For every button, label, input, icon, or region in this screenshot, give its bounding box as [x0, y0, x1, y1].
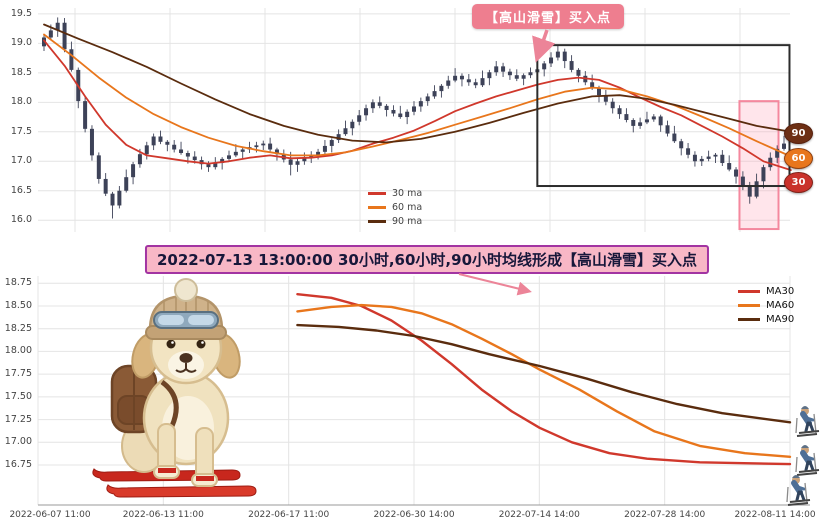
dog-mascot-image: [92, 278, 257, 498]
bottom-chart-legend: MA30 MA60 MA90: [738, 286, 794, 325]
dog-mouth: [175, 363, 197, 373]
top-y-tick: 17.0: [10, 155, 32, 167]
top-ma-line-60ma: [43, 33, 792, 158]
legend-label: MA60: [766, 300, 795, 311]
bottom-y-tick: 17.50: [4, 390, 32, 402]
top-legend-item: 30 ma: [368, 188, 422, 199]
bottom-ma-line-MA90: [296, 323, 792, 424]
legend-label: MA90: [766, 314, 795, 325]
ma-price-badge-30: 30: [784, 171, 813, 193]
bottom-x-tick: 2022-06-17 11:00: [248, 510, 330, 520]
legend-swatch: [738, 318, 760, 321]
dog-goggles: [153, 311, 219, 329]
bottom-y-tick: 18.75: [4, 277, 32, 289]
legend-swatch: [738, 304, 760, 307]
top-legend-item: 60 ma: [368, 202, 422, 213]
bottom-x-tick: 2022-08-11 14:00: [734, 510, 816, 520]
top-y-tick: 16.5: [10, 184, 32, 196]
bottom-ma-line-MA60: [296, 303, 792, 459]
top-ma-line-90ma: [43, 23, 792, 144]
top-price-chart: 16.0 16.5 17.0 17.5 18.0 18.5 19.0 19.5 30 ma 60…: [0, 0, 827, 245]
legend-swatch: [368, 206, 386, 209]
dog-front-legs: [153, 423, 218, 487]
bottom-ma-line-MA30: [296, 293, 792, 466]
top-y-tick: 18.5: [10, 66, 32, 78]
top-y-tick: 17.5: [10, 125, 32, 137]
legend-label: 30 ma: [392, 188, 423, 199]
bottom-y-tick: 16.75: [4, 459, 32, 471]
legend-label: MA30: [766, 286, 795, 297]
top-y-tick: 16.0: [10, 214, 32, 226]
bottom-y-tick: 18.50: [4, 299, 32, 311]
dog-eyes: [166, 339, 206, 349]
legend-swatch: [368, 220, 386, 223]
bottom-x-tick: 2022-06-30 14:00: [373, 510, 455, 520]
bottom-x-tick: 2022-06-13 11:00: [122, 510, 204, 520]
top-chart-legend: 30 ma 60 ma 90 ma: [368, 188, 422, 227]
top-y-tick: 19.0: [10, 37, 32, 49]
bottom-y-tick: 17.75: [4, 368, 32, 380]
dog-nose: [179, 353, 193, 363]
bottom-legend-item: MA60: [738, 300, 794, 311]
bottom-y-tick: 17.00: [4, 436, 32, 448]
buy-point-annotation: 【高山滑雪】买入点: [472, 4, 625, 29]
legend-label: 90 ma: [392, 216, 423, 227]
dog-beanie: [145, 278, 227, 340]
legend-label: 60 ma: [392, 202, 423, 213]
bottom-y-tick: 18.25: [4, 322, 32, 334]
top-y-tick: 19.5: [10, 7, 32, 19]
top-y-tick: 18.0: [10, 96, 32, 108]
top-legend-item: 90 ma: [368, 216, 422, 227]
black-highlight-box: [536, 44, 791, 188]
top-ma-line-30ma: [43, 39, 792, 172]
bottom-x-tick: 2022-07-14 14:00: [498, 510, 580, 520]
bottom-y-tick: 17.25: [4, 413, 32, 425]
bottom-legend-item: MA90: [738, 314, 794, 325]
bottom-x-tick: 2022-06-07 11:00: [9, 510, 91, 520]
backpack-strap: [160, 379, 179, 427]
legend-swatch: [738, 290, 760, 293]
bottom-x-tick: 2022-07-28 14:00: [624, 510, 706, 520]
bottom-y-tick: 18.00: [4, 345, 32, 357]
legend-swatch: [368, 192, 386, 195]
bottom-legend-item: MA30: [738, 286, 794, 297]
top-chart-canvas: [38, 8, 792, 232]
caption-banner: 2022-07-13 13:00:00 30小时,60小时,90小时均线形成【高…: [144, 245, 710, 274]
ma-price-badge-60: 60: [784, 148, 813, 170]
ma-price-badge-90: 90: [784, 122, 813, 144]
